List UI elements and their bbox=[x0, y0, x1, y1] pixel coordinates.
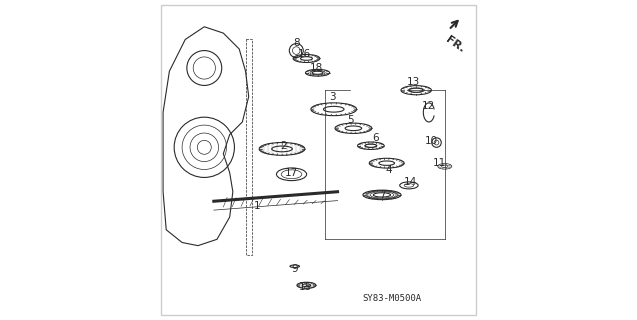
Text: FR.: FR. bbox=[444, 35, 466, 55]
Text: 10: 10 bbox=[424, 136, 438, 146]
Text: 18: 18 bbox=[310, 63, 324, 73]
Text: 17: 17 bbox=[285, 168, 298, 178]
Text: 14: 14 bbox=[404, 177, 417, 187]
Text: 1: 1 bbox=[254, 201, 260, 211]
Text: 8: 8 bbox=[293, 38, 299, 48]
Text: 7: 7 bbox=[378, 190, 385, 200]
Text: 2: 2 bbox=[280, 141, 287, 151]
Text: SY83-M0500A: SY83-M0500A bbox=[362, 294, 421, 303]
Text: 11: 11 bbox=[433, 158, 446, 168]
Text: 9: 9 bbox=[291, 264, 298, 275]
Text: 12: 12 bbox=[421, 101, 434, 111]
Text: 5: 5 bbox=[347, 115, 354, 125]
Text: 6: 6 bbox=[372, 133, 379, 143]
Text: 16: 16 bbox=[297, 49, 311, 59]
Text: 15: 15 bbox=[299, 282, 312, 292]
Text: 4: 4 bbox=[385, 164, 392, 174]
Text: 13: 13 bbox=[407, 77, 420, 87]
Text: 3: 3 bbox=[329, 92, 336, 101]
